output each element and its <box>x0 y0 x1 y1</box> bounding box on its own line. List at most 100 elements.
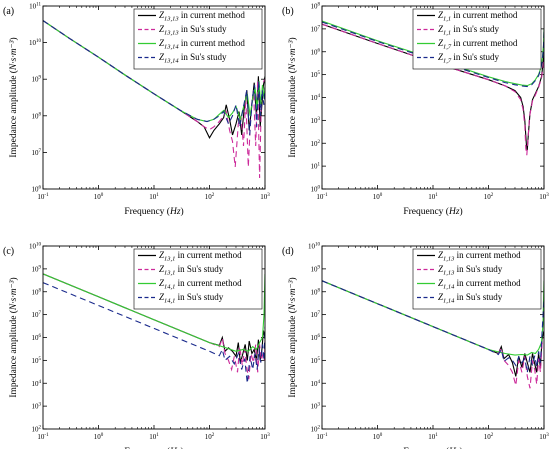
y-tick-label: 108 <box>310 287 320 296</box>
x-tick-label: 10-1 <box>316 192 328 201</box>
x-tick-label: 10-1 <box>316 432 328 441</box>
series-lines <box>43 273 265 384</box>
y-tick-label: 108 <box>310 2 320 11</box>
y-tick-label: 103 <box>310 116 320 125</box>
y-tick-label: 1011 <box>29 2 41 11</box>
y-tick-label: 106 <box>310 47 320 56</box>
x-tick-label: 101 <box>149 192 159 201</box>
legend-entry: Z13,1 in Su's study <box>159 264 224 277</box>
y-tick-label: 103 <box>31 402 41 411</box>
series-line-2 <box>322 23 544 156</box>
y-tick-label: 102 <box>310 425 320 434</box>
panel-label: (d) <box>282 246 294 257</box>
y-tick-label: 109 <box>310 264 320 273</box>
panel-label: (b) <box>282 6 294 17</box>
panel-4: 10-1 100 101 102 103 102 103 104 105 106 107 108 109… <box>282 242 549 449</box>
y-tick-label: 109 <box>31 264 41 273</box>
y-tick-label: 106 <box>310 333 320 342</box>
series-line-4 <box>43 20 265 135</box>
x-tick-label: 10-1 <box>37 432 49 441</box>
y-tick-label: 104 <box>310 93 320 102</box>
y-axis-label: Impedance amplitude (N·s·m⁻³) <box>287 37 298 157</box>
legend-entry: Z13,14 in current method <box>159 38 245 51</box>
x-tick-label: 103 <box>260 432 270 441</box>
series-lines <box>43 20 265 179</box>
y-axis-label: Impedance amplitude (N·s·m⁻³) <box>8 277 19 397</box>
y-tick-label: 109 <box>31 75 41 84</box>
y-tick-label: 107 <box>31 148 41 157</box>
y-tick-label: 104 <box>31 379 41 388</box>
legend-entry: Z1,13 in Su's study <box>438 264 503 277</box>
y-tick-label: 107 <box>310 310 320 319</box>
x-tick-label: 100 <box>94 432 104 441</box>
x-tick-label: 102 <box>205 432 215 441</box>
y-tick-label: 103 <box>310 402 320 411</box>
legend-entry: Z1,13 in current method <box>438 250 521 263</box>
x-axis-label: Frequency (Hz) <box>124 206 183 217</box>
x-tick-label: 103 <box>539 432 549 441</box>
series-lines <box>322 280 544 389</box>
x-axis-label: Frequency (Hz) <box>403 446 462 449</box>
series-line-2 <box>43 273 265 380</box>
legend-entry: Z1,14 in current method <box>438 278 521 291</box>
y-tick-label: 106 <box>31 333 41 342</box>
legend-entry: Z1,1 in current method <box>438 10 518 23</box>
x-tick-label: 101 <box>428 432 438 441</box>
y-tick-label: 105 <box>310 356 320 365</box>
series-line-4 <box>322 280 544 373</box>
legend-entry: Z13,1 in current method <box>159 250 242 263</box>
y-axis-label: Impedance amplitude (N·s·m⁻³) <box>8 37 19 157</box>
y-tick-label: 108 <box>31 287 41 296</box>
legend-entry: Z13,13 in Su's study <box>159 24 227 37</box>
x-axis-label: Frequency (Hz) <box>124 446 183 449</box>
x-tick-label: 100 <box>373 432 383 441</box>
x-tick-label: 103 <box>260 192 270 201</box>
y-tick-label: 102 <box>31 425 41 434</box>
x-axis-label: Frequency (Hz) <box>403 206 462 217</box>
panel-1: 10-1 100 101 102 103 106 107 108 109 1010 1011 Z13,… <box>3 2 270 218</box>
x-tick-label: 102 <box>484 192 494 201</box>
x-tick-label: 102 <box>205 192 215 201</box>
legend-entry: Z13,13 in current method <box>159 10 245 23</box>
plot-frame <box>42 245 266 430</box>
y-tick-label: 105 <box>31 356 41 365</box>
y-tick-label: 1010 <box>29 38 42 47</box>
series-line-4 <box>43 282 265 384</box>
series-line-3 <box>43 273 265 352</box>
plot-frame <box>42 5 266 190</box>
legend-entry: Z14,1 in current method <box>159 278 242 291</box>
y-tick-label: 106 <box>31 185 41 194</box>
series-line-4 <box>322 21 544 88</box>
legend-entry: Z1,1 in Su's study <box>438 24 500 37</box>
legend-entry: Z14,1 in Su's study <box>159 292 224 305</box>
panel-label: (a) <box>3 6 14 17</box>
x-tick-label: 10-1 <box>37 192 49 201</box>
x-tick-label: 101 <box>428 192 438 201</box>
y-axis-label: Impedance amplitude (N·s·m⁻³) <box>287 277 298 397</box>
x-tick-label: 100 <box>94 192 104 201</box>
y-tick-label: 1010 <box>308 242 321 251</box>
y-tick-label: 105 <box>310 70 320 79</box>
panel-label: (c) <box>3 246 14 257</box>
x-tick-label: 101 <box>149 432 159 441</box>
y-tick-label: 104 <box>310 379 320 388</box>
y-tick-label: 108 <box>31 111 41 120</box>
panel-3: 10-1 100 101 102 103 102 103 104 105 106 107 108 109… <box>3 242 270 449</box>
y-tick-label: 101 <box>310 162 320 171</box>
legend-entry: Z1,7 in Su's study <box>438 52 500 65</box>
x-tick-label: 102 <box>484 432 494 441</box>
legend-entry: Z1,7 in current method <box>438 38 518 51</box>
y-tick-label: 102 <box>310 139 320 148</box>
y-tick-label: 1010 <box>29 242 42 251</box>
y-tick-label: 107 <box>310 24 320 33</box>
panel-2: 10-1 100 101 102 103100101102103104105106107… <box>282 2 549 218</box>
plot-frame <box>321 5 545 190</box>
x-tick-label: 100 <box>373 192 383 201</box>
y-tick-label: 107 <box>31 310 41 319</box>
legend-entry: Z1,14 in Su's study <box>438 292 503 305</box>
